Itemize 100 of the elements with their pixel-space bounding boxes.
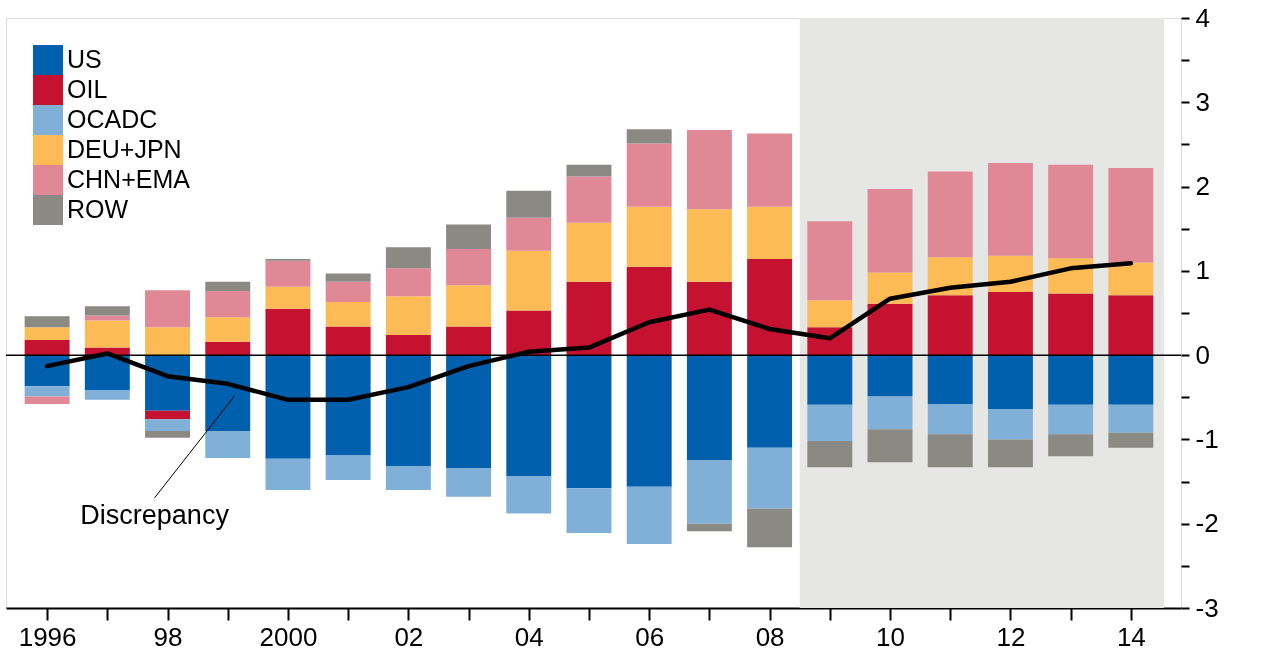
- bar: [927, 434, 973, 468]
- bar: [446, 224, 492, 249]
- bar: [626, 486, 672, 544]
- y-tick-label: 1: [1195, 255, 1210, 286]
- bar: [325, 355, 371, 456]
- bar: [566, 164, 612, 177]
- bar: [1048, 404, 1094, 435]
- bar: [1048, 434, 1094, 457]
- bar: [626, 355, 672, 487]
- bar: [385, 355, 431, 467]
- bar: [927, 355, 973, 405]
- bar: [325, 326, 371, 356]
- bar: [325, 302, 371, 327]
- bar: [265, 260, 311, 287]
- bar: [506, 355, 552, 477]
- bar: [1108, 404, 1154, 433]
- bar: [867, 396, 913, 430]
- bar: [446, 355, 492, 469]
- bar: [506, 190, 552, 218]
- bar: [626, 206, 672, 267]
- bar: [807, 441, 853, 468]
- legend-label: OCADC: [67, 105, 158, 133]
- bar: [1048, 293, 1094, 356]
- bar: [84, 320, 130, 348]
- bar: [265, 308, 311, 356]
- bar: [566, 222, 612, 282]
- bar: [265, 286, 311, 309]
- bar: [145, 410, 191, 420]
- bar: [867, 189, 913, 273]
- bar: [506, 476, 552, 514]
- bar: [325, 281, 371, 303]
- bar: [24, 386, 70, 397]
- bar: [446, 326, 492, 356]
- bar: [1108, 355, 1154, 405]
- bar: [205, 355, 251, 431]
- bar: [24, 339, 70, 356]
- bar: [84, 306, 130, 316]
- bar: [927, 404, 973, 435]
- bar: [205, 431, 251, 458]
- bar: [385, 334, 431, 356]
- y-tick-label: 3: [1195, 86, 1210, 117]
- bar: [1108, 295, 1154, 356]
- x-tick-label: 14: [1116, 621, 1146, 652]
- legend-label: DEU+JPN: [67, 135, 182, 163]
- legend-label: ROW: [67, 195, 129, 223]
- bar: [385, 466, 431, 490]
- text: Discrepancy: [80, 499, 230, 530]
- y-tick-label: 4: [1195, 2, 1210, 33]
- bar: [626, 129, 672, 144]
- bar: [807, 404, 853, 442]
- bar: [205, 281, 251, 292]
- bar: [1108, 168, 1154, 263]
- bar: [747, 133, 793, 207]
- x-tick-label: 02: [394, 621, 424, 652]
- bar: [807, 221, 853, 301]
- legend-label: CHN+EMA: [67, 165, 191, 193]
- bar: [686, 460, 732, 524]
- bar: [747, 206, 793, 260]
- bar: [506, 250, 552, 311]
- bar: [867, 429, 913, 463]
- bar: [446, 468, 492, 497]
- bar: [566, 176, 612, 223]
- bar: [686, 209, 732, 282]
- bar: [506, 310, 552, 356]
- bar: [24, 316, 70, 328]
- bar: [927, 171, 973, 258]
- y-tick-label: -3: [1195, 592, 1219, 623]
- bar: [446, 248, 492, 286]
- bar: [145, 290, 191, 328]
- x-tick-label: 04: [514, 621, 544, 652]
- bar: [867, 355, 913, 397]
- bar: [566, 281, 612, 356]
- x-tick-label: 1996: [18, 621, 77, 652]
- x-tick-label: 2000: [259, 621, 318, 652]
- bar: [747, 447, 793, 509]
- y-tick-label: 0: [1195, 339, 1210, 370]
- bar: [265, 355, 311, 459]
- bar: [747, 355, 793, 448]
- bar: [145, 327, 191, 356]
- bar: [987, 409, 1033, 440]
- bar: [385, 268, 431, 297]
- x-tick-label: 08: [755, 621, 785, 652]
- bar: [566, 355, 612, 489]
- bar: [987, 291, 1033, 356]
- bar: [566, 488, 612, 533]
- bar: [1108, 262, 1154, 296]
- bar: [145, 419, 191, 431]
- x-tick-label: 10: [876, 621, 905, 652]
- bar: [987, 439, 1033, 468]
- bar: [24, 396, 70, 405]
- bar: [747, 259, 793, 356]
- bar: [686, 281, 732, 356]
- bar: [145, 431, 191, 438]
- bar: [987, 355, 1033, 410]
- bar: [686, 130, 732, 210]
- bar: [987, 162, 1033, 256]
- x-tick-label: 12: [996, 621, 1026, 652]
- legend-label: OIL: [67, 75, 108, 103]
- bar: [807, 300, 853, 328]
- bar: [385, 247, 431, 269]
